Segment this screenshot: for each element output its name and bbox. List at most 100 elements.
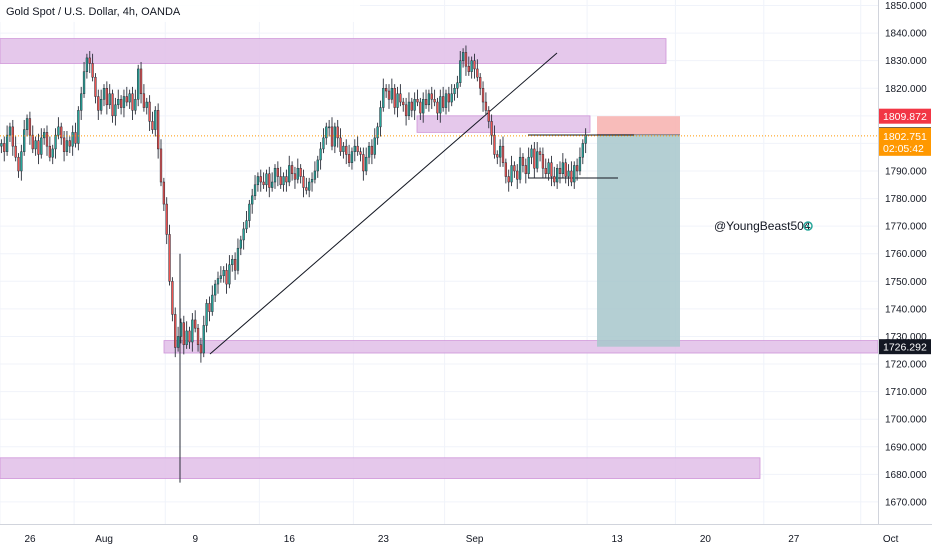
candle-182 <box>518 147 522 184</box>
candle-64 <box>182 315 185 355</box>
candle-body-199 <box>567 170 570 177</box>
candle-139 <box>396 86 399 118</box>
candle-48 <box>137 64 140 107</box>
candle-body-33 <box>94 76 97 97</box>
candle-body-77 <box>219 275 222 279</box>
candle-body-137 <box>390 88 394 100</box>
time-tick-label: Aug <box>95 534 113 545</box>
candle-body-45 <box>128 93 131 103</box>
candle-body-95 <box>271 181 274 188</box>
candle-body-97 <box>276 167 280 177</box>
candle-150 <box>427 89 431 112</box>
candle-178 <box>507 169 510 192</box>
candle-body-76 <box>216 278 220 285</box>
stop-loss-area[interactable] <box>597 116 680 135</box>
candle-body-133 <box>379 107 382 128</box>
candle-body-171 <box>487 110 490 122</box>
candle-26 <box>74 122 77 148</box>
candle-body-120 <box>342 145 345 152</box>
candle-body-112 <box>319 148 322 161</box>
candle-body-143 <box>407 101 411 117</box>
time-axis[interactable]: 26Aug91623Sep132027Oct11 <box>0 524 932 550</box>
take-profit-area[interactable] <box>597 134 680 347</box>
candle-1 <box>3 136 6 162</box>
candle-body-38 <box>108 93 111 106</box>
time-tick-label: 27 <box>788 534 800 545</box>
candle-body-149 <box>424 99 428 106</box>
candle-73 <box>208 296 211 322</box>
candle-141 <box>402 97 405 112</box>
candle-body-191 <box>544 167 547 174</box>
candle-body-197 <box>561 162 565 174</box>
candle-195 <box>556 164 559 189</box>
candle-body-134 <box>382 88 385 108</box>
price-badge-2-bg <box>879 339 931 355</box>
candle-41 <box>117 89 120 109</box>
price-tick-label: 1690.000 <box>885 442 927 453</box>
candle-165 <box>470 56 473 79</box>
candle-198 <box>564 158 567 184</box>
candle-84 <box>239 235 242 256</box>
candle-53 <box>151 111 154 134</box>
candle-body-92 <box>262 181 265 186</box>
candle-body-110 <box>313 170 317 180</box>
candle-body-168 <box>479 76 482 89</box>
candle-body-107 <box>305 187 308 191</box>
candle-body-34 <box>97 96 100 111</box>
candle-197 <box>561 153 565 178</box>
candle-12 <box>34 136 37 156</box>
candle-163 <box>464 45 468 76</box>
candle-25 <box>71 125 74 156</box>
candle-body-99 <box>282 176 285 186</box>
candle-176 <box>501 136 505 167</box>
candle-4 <box>11 119 14 156</box>
candle-body-144 <box>410 101 413 111</box>
candle-44 <box>125 86 128 107</box>
candle-78 <box>222 266 225 283</box>
candle-13 <box>37 133 40 165</box>
candle-184 <box>524 158 527 184</box>
candle-134 <box>382 78 385 112</box>
candle-157 <box>447 86 451 112</box>
candle-body-39 <box>111 93 114 117</box>
candle-191 <box>544 158 547 178</box>
candle-body-83 <box>236 247 240 271</box>
annotation-text[interactable]: @YoungBeast504 <box>714 219 811 233</box>
price-tick-label: 1780.000 <box>885 194 927 205</box>
candle-body-131 <box>373 137 376 155</box>
short-position-tool[interactable] <box>597 116 680 347</box>
candle-153 <box>436 97 439 120</box>
candle-86 <box>245 210 248 234</box>
candle-88 <box>251 188 254 214</box>
candle-181 <box>516 164 519 189</box>
candle-body-1 <box>3 143 6 152</box>
candle-199 <box>567 164 570 187</box>
grid-lines <box>0 0 878 524</box>
candle-body-70 <box>199 344 203 354</box>
candle-147 <box>419 97 422 120</box>
candle-body-75 <box>214 283 217 296</box>
candle-body-166 <box>473 60 476 70</box>
trend-line-rising <box>209 52 558 355</box>
zones-layer <box>0 38 879 479</box>
price-axis[interactable]: 1670.000 1680.000 1690.000 1700.000 1710.000… <box>878 0 932 550</box>
candle-body-56 <box>159 148 163 183</box>
candle-54 <box>154 106 157 137</box>
candle-body-98 <box>279 176 282 186</box>
price-tick-label: 1770.000 <box>885 222 927 233</box>
candle-body-60 <box>171 281 174 315</box>
candle-138 <box>393 84 396 115</box>
candle-body-104 <box>296 167 299 180</box>
candle-29 <box>82 62 86 98</box>
candle-111 <box>316 155 319 178</box>
candle-body-11 <box>31 134 34 150</box>
supply-zone-0 <box>0 38 667 64</box>
time-tick-label: 23 <box>378 534 390 545</box>
candle-70 <box>199 337 203 363</box>
candle-42 <box>119 95 123 115</box>
candle-188 <box>536 142 539 173</box>
candle-body-173 <box>493 134 496 155</box>
candle-body-6 <box>17 156 20 172</box>
candle-164 <box>467 56 470 76</box>
